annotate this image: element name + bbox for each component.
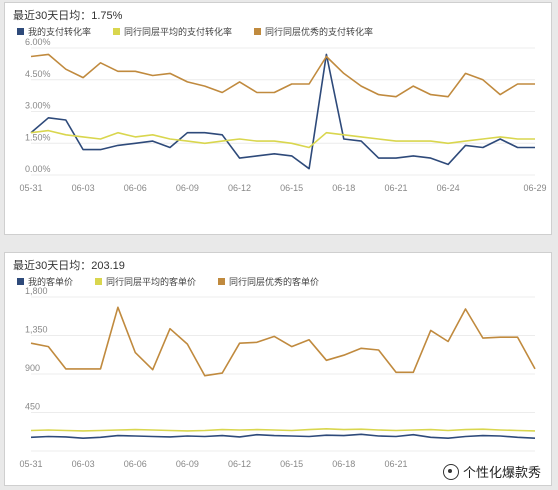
legend-swatch xyxy=(17,28,24,35)
x-tick-label: 06-29 xyxy=(523,183,546,193)
x-tick-label: 06-21 xyxy=(384,459,407,469)
conversion-rate-chart: 0.00% 1.50% 3.00% 4.50% 6.00% 05-31 06-03 06-06… xyxy=(19,37,546,193)
series-line[interactable] xyxy=(30,129,535,149)
wechat-icon xyxy=(442,463,459,480)
avg-order-value-panel: 最近30天日均：203.19 我的客单价 同行同层平均的客单价 同行同层优秀的客… xyxy=(4,252,552,486)
x-tick-label: 06-21 xyxy=(384,183,407,193)
legend-label: 同行同层平均的支付转化率 xyxy=(124,27,233,37)
watermark: 个性化爆款秀 xyxy=(442,462,541,481)
chart-title: 最近30天日均：1.75% xyxy=(13,10,123,22)
conversion-rate-panel: 最近30天日均：1.75% 我的支付转化率 同行同层平均的支付转化率 同行同层优… xyxy=(4,2,552,235)
legend-swatch xyxy=(17,278,24,285)
legend-item[interactable]: 我的支付转化率 xyxy=(17,25,91,38)
legend: 我的客单价 同行同层平均的客单价 同行同层优秀的客单价 xyxy=(17,275,319,288)
legend-label: 我的支付转化率 xyxy=(28,27,92,37)
legend-swatch xyxy=(113,28,121,35)
x-tick-label: 06-15 xyxy=(280,183,303,193)
x-tick-label: 06-06 xyxy=(124,183,147,193)
x-tick-label: 06-09 xyxy=(176,183,199,193)
avg-order-value-chart: 450 900 1,350 1,800 05-31 06-03 06-06 06-09 06-1… xyxy=(19,286,536,469)
legend-swatch xyxy=(254,28,262,35)
series-line[interactable] xyxy=(30,433,536,439)
legend-label: 我的客单价 xyxy=(28,277,74,287)
y-tick-label: 900 xyxy=(25,363,40,373)
legend: 我的支付转化率 同行同层平均的支付转化率 同行同层优秀的支付转化率 xyxy=(17,25,373,38)
legend-label: 同行同层优秀的支付转化率 xyxy=(265,27,374,37)
x-tick-label: 05-31 xyxy=(19,459,42,469)
y-tick-label: 3.00% xyxy=(25,101,51,111)
x-tick-label: 06-12 xyxy=(228,459,251,469)
x-tick-label: 06-09 xyxy=(176,459,199,469)
legend-label: 同行同层平均的客单价 xyxy=(106,277,197,287)
series-line[interactable] xyxy=(30,428,536,432)
x-tick-label: 06-24 xyxy=(437,183,460,193)
x-tick-label: 06-15 xyxy=(280,459,303,469)
chart-title: 最近30天日均：203.19 xyxy=(13,260,125,272)
x-tick-label: 06-12 xyxy=(228,183,251,193)
y-tick-label: 0.00% xyxy=(25,164,51,174)
series-line[interactable] xyxy=(30,53,535,98)
x-tick-label: 06-03 xyxy=(72,183,95,193)
y-tick-label: 6.00% xyxy=(25,37,51,47)
y-tick-label: 1.50% xyxy=(25,132,51,142)
y-tick-label: 1,800 xyxy=(25,286,48,296)
series-line[interactable] xyxy=(30,306,536,377)
x-tick-label: 06-03 xyxy=(72,459,95,469)
x-tick-label: 06-18 xyxy=(332,459,355,469)
legend-item[interactable]: 同行同层优秀的支付转化率 xyxy=(254,25,373,38)
x-tick-label: 06-18 xyxy=(332,183,355,193)
legend-label: 同行同层优秀的客单价 xyxy=(229,277,320,287)
x-tick-label: 05-31 xyxy=(19,183,42,193)
series-line[interactable] xyxy=(30,53,535,170)
y-tick-label: 4.50% xyxy=(25,69,51,79)
watermark-text: 个性化爆款秀 xyxy=(462,465,541,480)
legend-swatch xyxy=(218,278,226,285)
legend-item[interactable]: 同行同层平均的支付转化率 xyxy=(113,25,232,38)
y-tick-label: 1,350 xyxy=(25,325,48,335)
y-tick-label: 450 xyxy=(25,402,40,412)
legend-item[interactable]: 同行同层平均的客单价 xyxy=(95,275,196,288)
legend-item[interactable]: 我的客单价 xyxy=(17,275,73,288)
x-tick-label: 06-06 xyxy=(124,459,147,469)
legend-item[interactable]: 同行同层优秀的客单价 xyxy=(218,275,319,288)
legend-swatch xyxy=(95,278,103,285)
